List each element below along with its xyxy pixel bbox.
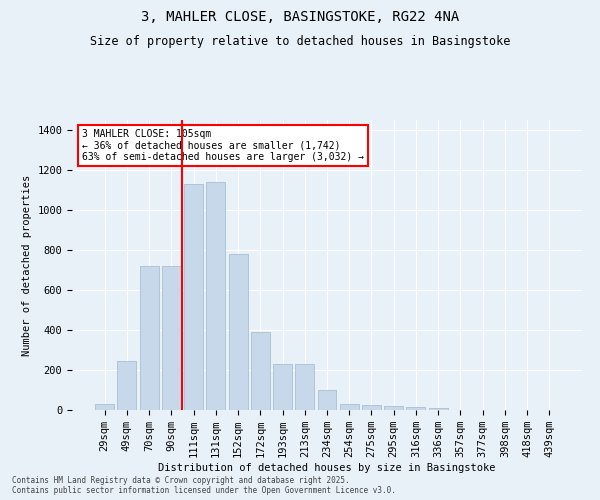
X-axis label: Distribution of detached houses by size in Basingstoke: Distribution of detached houses by size … bbox=[158, 463, 496, 473]
Bar bbox=[429, 408, 448, 410]
Bar bbox=[95, 404, 114, 410]
Bar bbox=[273, 364, 292, 410]
Bar bbox=[317, 390, 337, 410]
Bar bbox=[162, 266, 181, 410]
Text: 3, MAHLER CLOSE, BASINGSTOKE, RG22 4NA: 3, MAHLER CLOSE, BASINGSTOKE, RG22 4NA bbox=[141, 10, 459, 24]
Text: Contains HM Land Registry data © Crown copyright and database right 2025.
Contai: Contains HM Land Registry data © Crown c… bbox=[12, 476, 396, 495]
Bar bbox=[406, 407, 425, 410]
Bar bbox=[206, 182, 225, 410]
Text: 3 MAHLER CLOSE: 105sqm
← 36% of detached houses are smaller (1,742)
63% of semi-: 3 MAHLER CLOSE: 105sqm ← 36% of detached… bbox=[82, 128, 364, 162]
Bar bbox=[340, 404, 359, 410]
Bar bbox=[140, 266, 158, 410]
Bar bbox=[184, 184, 203, 410]
Bar bbox=[118, 361, 136, 410]
Bar bbox=[229, 254, 248, 410]
Text: Size of property relative to detached houses in Basingstoke: Size of property relative to detached ho… bbox=[90, 35, 510, 48]
Y-axis label: Number of detached properties: Number of detached properties bbox=[22, 174, 32, 356]
Bar bbox=[251, 332, 270, 410]
Bar bbox=[295, 364, 314, 410]
Bar bbox=[362, 405, 381, 410]
Bar bbox=[384, 406, 403, 410]
